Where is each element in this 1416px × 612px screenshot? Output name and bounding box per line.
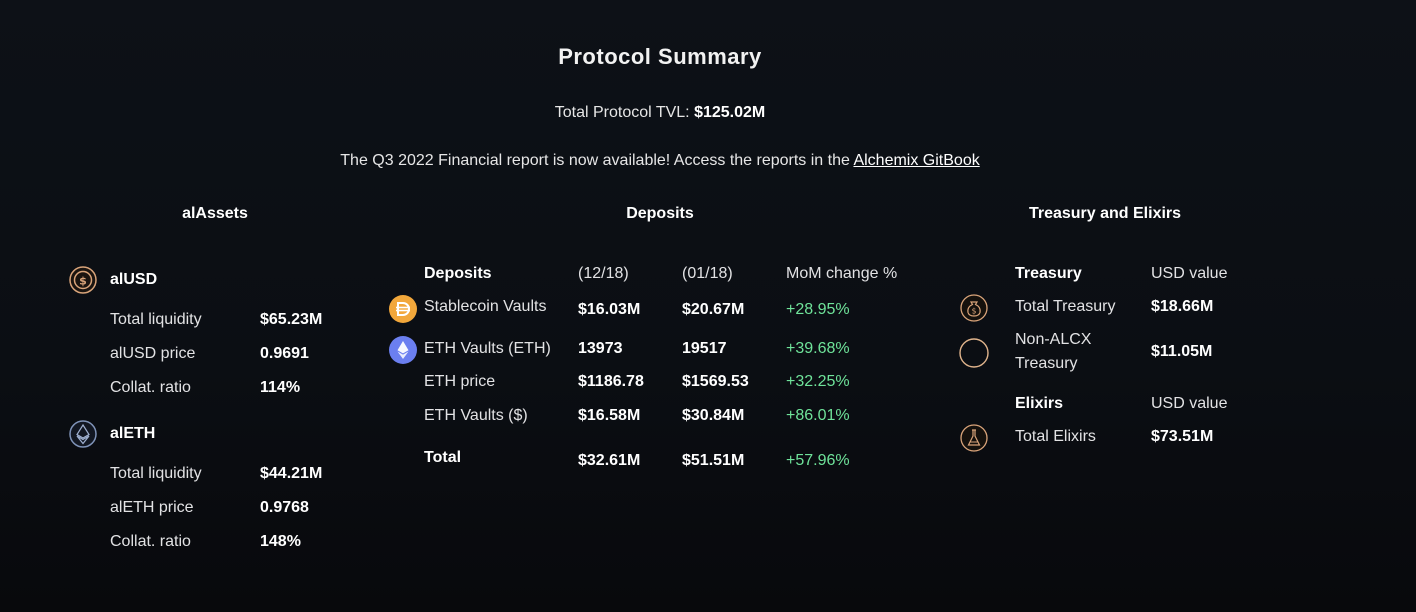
non-alcx-label-line1: Non-ALCX (1015, 331, 1092, 348)
treasury-heading: Treasury and Elixirs (1028, 205, 1182, 222)
gitbook-link[interactable]: Alchemix GitBook (853, 152, 980, 169)
stablecoin-label: Stablecoin Vaults (424, 298, 547, 315)
eth-vaults-usd-curr: $30.84M (682, 407, 745, 424)
total-elixirs-label: Total Elixirs (1015, 428, 1096, 445)
treasury-col-value: USD value (1151, 265, 1228, 282)
deposits-col-curr: (01/18) (682, 265, 733, 282)
alusd-name: alUSD (110, 271, 158, 288)
alusd-collat-label: Collat. ratio (110, 379, 191, 396)
eth-price-curr: $1569.53 (682, 373, 749, 390)
aleth-liquidity-label: Total liquidity (110, 465, 202, 482)
money-bag-icon: $ (960, 294, 988, 322)
svg-text:$: $ (972, 307, 977, 316)
deposits-col-label: Deposits (424, 265, 492, 282)
svg-text:$: $ (79, 275, 87, 288)
deposits-total-label: Total (424, 449, 462, 466)
eth-vaults-eth-prev: 13973 (578, 340, 623, 357)
eth-vaults-eth-label: ETH Vaults (ETH) (424, 340, 551, 357)
eth-vaults-usd-change: +86.01% (786, 407, 850, 424)
alusd-liquidity-value: $65.23M (260, 311, 323, 328)
page-title: Protocol Summary (558, 44, 762, 69)
eth-price-prev: $1186.78 (578, 373, 644, 390)
aleth-price-label: alETH price (110, 499, 194, 516)
deposits-heading: Deposits (626, 205, 694, 222)
deposits-col-prev: (12/18) (578, 265, 629, 282)
deposits-total-prev: $32.61M (578, 452, 641, 469)
alusd-icon: $ (69, 266, 97, 294)
total-treasury-label: Total Treasury (1015, 298, 1116, 315)
elixirs-col-label: Elixirs (1015, 395, 1064, 412)
deposits-total-change: +57.96% (786, 452, 850, 469)
aleth-liquidity-value: $44.21M (260, 465, 323, 482)
aleth-collat-value: 148% (260, 533, 301, 550)
treasury-col-label: Treasury (1015, 265, 1082, 282)
eth-price-label: ETH price (424, 373, 496, 390)
stablecoin-prev: $16.03M (578, 301, 641, 318)
alusd-price-label: alUSD price (110, 345, 196, 362)
eth-vaults-usd-label: ETH Vaults ($) (424, 407, 528, 424)
alusd-liquidity-label: Total liquidity (110, 311, 202, 328)
total-treasury-value: $18.66M (1151, 298, 1214, 315)
non-alcx-label-line2: Treasury (1015, 355, 1078, 372)
total-elixirs-value: $73.51M (1151, 428, 1214, 445)
aleth-price-value: 0.9768 (260, 499, 309, 516)
eth-price-change: +32.25% (786, 373, 850, 390)
stablecoin-icon (389, 295, 417, 323)
flask-icon (960, 424, 988, 452)
eth-icon (389, 336, 417, 364)
alassets-heading: alAssets (182, 205, 248, 222)
non-alcx-value: $11.05M (1151, 343, 1213, 360)
deposits-total-curr: $51.51M (682, 452, 745, 469)
elixirs-col-value: USD value (1151, 395, 1228, 412)
eth-vaults-eth-change: +39.68% (786, 340, 850, 357)
circle-icon (959, 338, 989, 368)
aleth-icon (69, 420, 97, 448)
aleth-name: alETH (110, 425, 156, 442)
aleth-collat-label: Collat. ratio (110, 533, 191, 550)
deposits-col-change: MoM change % (786, 265, 898, 282)
report-text: The Q3 2022 Financial report is now avai… (340, 152, 850, 169)
tvl-label: Total Protocol TVL: (554, 104, 690, 121)
alusd-price-value: 0.9691 (260, 345, 309, 362)
eth-vaults-usd-prev: $16.58M (578, 407, 641, 424)
stablecoin-change: +28.95% (786, 301, 850, 318)
alusd-collat-value: 114% (260, 379, 301, 396)
stablecoin-curr: $20.67M (682, 301, 745, 318)
tvl-value: $125.02M (694, 104, 766, 121)
eth-vaults-eth-curr: 19517 (682, 340, 727, 357)
report-notice: The Q3 2022 Financial report is now avai… (0, 152, 1320, 170)
total-tvl: Total Protocol TVL: $125.02M (0, 104, 1320, 122)
